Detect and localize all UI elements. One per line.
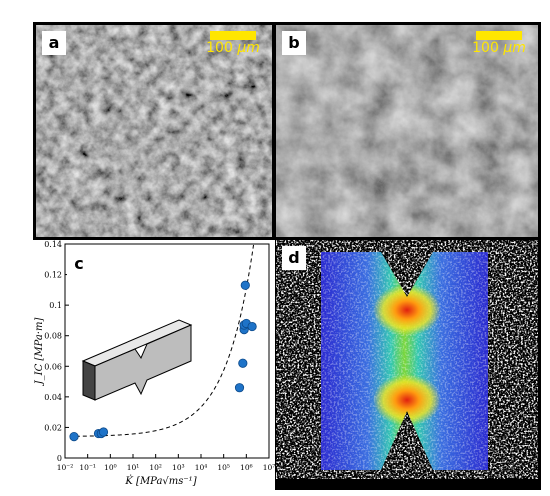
x-tick-label: 10⁻² [57, 463, 74, 472]
y-tick-label: 0.14 [44, 240, 62, 249]
figure: a 100 μm b 100 μm [33, 22, 541, 490]
data-point [240, 280, 250, 290]
y-tick-label: 0.06 [44, 362, 62, 371]
x-axis-label: K̇ [MPa√ms⁻¹] [124, 475, 196, 487]
scale-unit-a: μm [237, 40, 260, 56]
data-point [238, 358, 248, 368]
y-tick-label: 0.1 [49, 301, 62, 310]
y-tick-label: 0.02 [44, 423, 62, 432]
specimen-inset-icon [81, 319, 193, 401]
data-point [98, 427, 109, 437]
data-point [69, 432, 79, 442]
scale-value-b: 100 [472, 40, 499, 56]
sem-texture-smooth [276, 25, 538, 237]
strain-hotspot-top [373, 284, 441, 336]
panel-label-c: c [67, 252, 91, 276]
strain-hotspot-bottom [373, 374, 441, 426]
jic-chart: 10⁻² 10⁻¹ 10⁰ 10¹ 10² 10³ 10⁴ 10⁵ 10⁶ 10⁷ 0 0.02 0.0… [34, 240, 275, 487]
scale-bar-line-b [476, 31, 522, 40]
x-tick-label: 10⁴ [195, 463, 208, 472]
panel-label-d: d [282, 246, 306, 270]
x-tick-label: 10¹ [127, 463, 140, 472]
panel-label-a: a [42, 31, 66, 55]
scale-bar-line-a [210, 31, 256, 40]
y-tick-label: 0.12 [44, 271, 62, 280]
y-tick-label: 0 [57, 454, 62, 463]
sem-image-panel-b: b 100 μm [276, 25, 538, 237]
dic-strain-field [276, 240, 538, 479]
x-tick-label: 10⁰ [104, 463, 117, 472]
scale-value-a: 100 [206, 40, 233, 56]
x-tick-label: 10⁷ [263, 463, 275, 472]
y-tick-label: 0.04 [44, 393, 62, 402]
y-tick-label: 0.08 [44, 332, 62, 341]
x-tick-label: 10⁶ [240, 463, 253, 472]
y-axis-label: J_IC [MPa·m] [34, 318, 45, 387]
x-tick-label: 10² [149, 463, 162, 472]
chart-panel-c: 10⁻² 10⁻¹ 10⁰ 10¹ 10² 10³ 10⁴ 10⁵ 10⁶ 10⁷ 0 0.02 0.0… [33, 240, 275, 490]
data-point [234, 383, 245, 393]
scale-bar-a: 100 μm [206, 31, 260, 56]
dic-image-panel-d: d [276, 240, 538, 479]
panel-label-b: b [282, 31, 306, 55]
x-tick-label: 10⁵ [217, 463, 230, 472]
scale-unit-b: μm [503, 40, 526, 56]
sem-texture-rough [36, 25, 272, 237]
scale-bar-b: 100 μm [472, 31, 526, 56]
sem-image-panel-a: a 100 μm [36, 25, 272, 237]
data-point [247, 321, 257, 332]
x-tick-label: 10³ [172, 463, 185, 472]
x-tick-label: 10⁻¹ [79, 463, 96, 472]
